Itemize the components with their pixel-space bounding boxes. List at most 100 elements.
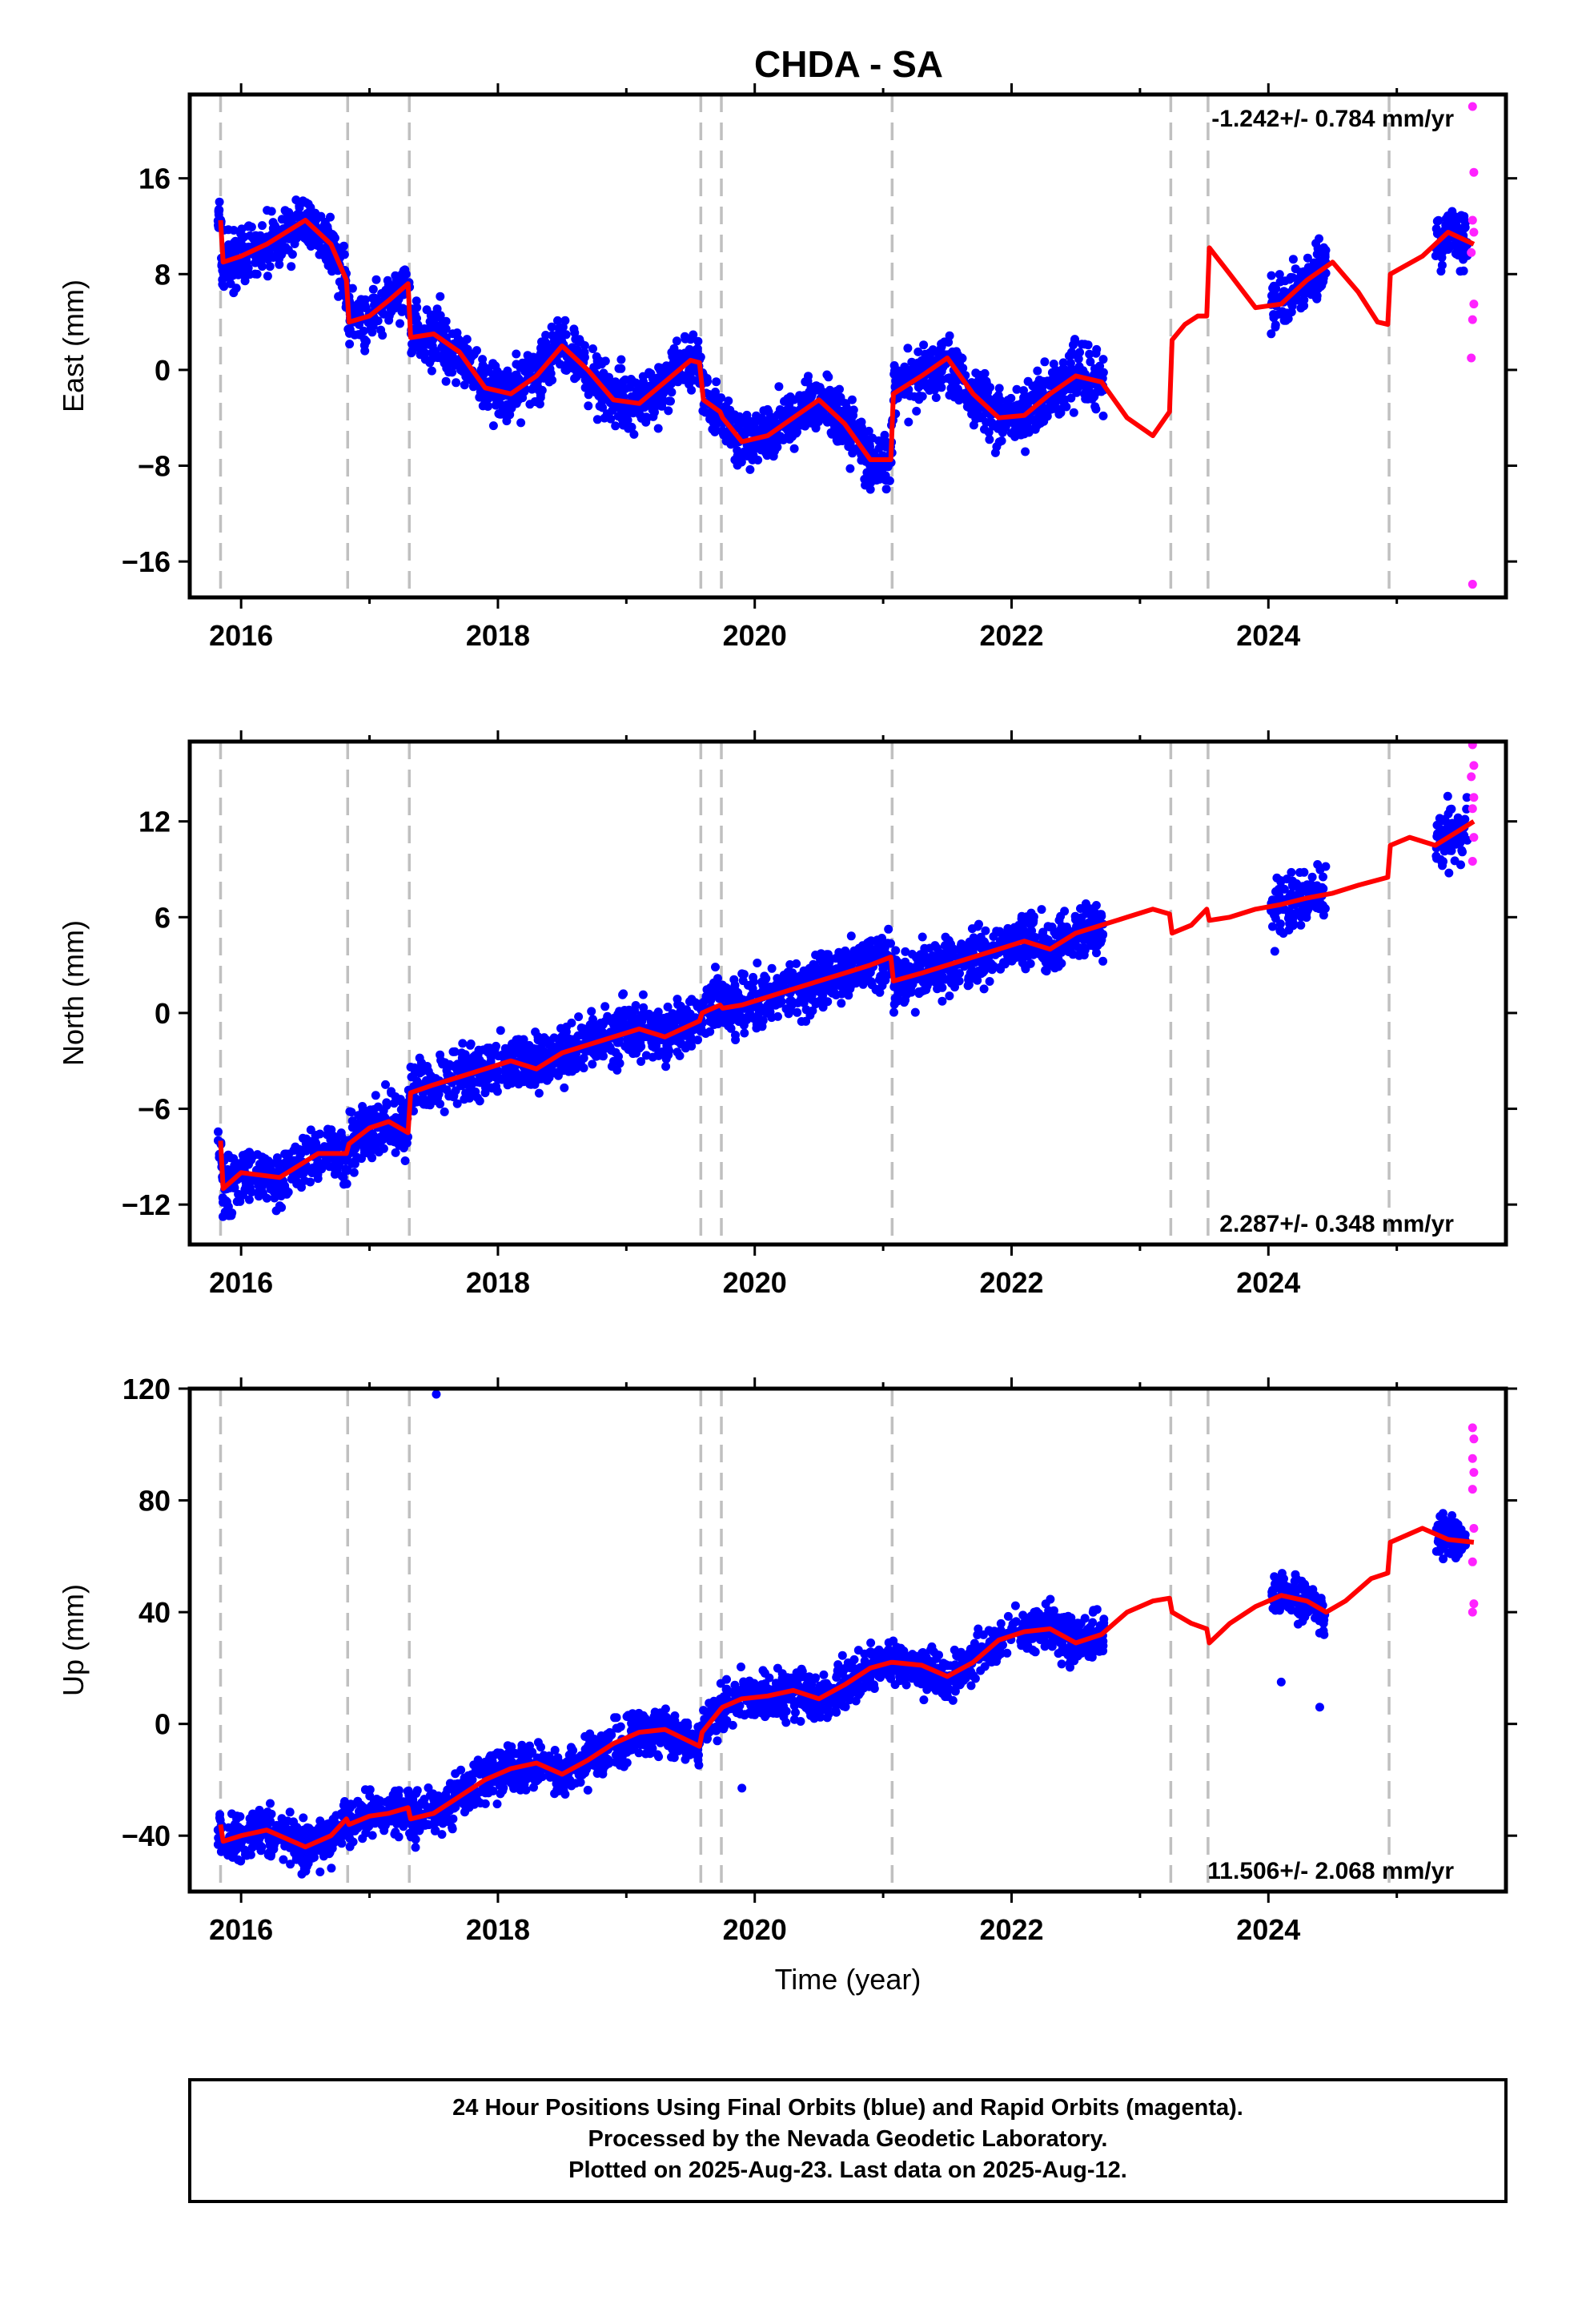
- final-orbit-point: [1020, 418, 1029, 428]
- final-orbit-point: [1098, 355, 1108, 364]
- final-orbit-point: [412, 296, 421, 306]
- final-orbit-point: [270, 1193, 279, 1203]
- final-orbit-point: [281, 243, 291, 252]
- final-orbit-point: [823, 950, 833, 959]
- final-orbit-point: [672, 336, 681, 346]
- final-orbit-point: [1091, 901, 1101, 910]
- final-orbit-point: [464, 348, 474, 358]
- final-orbit-point: [889, 999, 899, 1009]
- final-orbit-point: [503, 1080, 512, 1090]
- final-orbit-point: [994, 384, 1004, 393]
- final-orbit-point: [693, 1024, 702, 1034]
- final-orbit-point: [1006, 428, 1016, 438]
- final-orbit-point: [982, 378, 991, 388]
- final-orbit-point: [776, 432, 785, 441]
- final-orbit-point: [1303, 288, 1312, 297]
- final-orbit-point: [724, 1013, 733, 1023]
- final-orbit-point: [763, 1003, 773, 1013]
- final-orbit-point: [275, 1183, 285, 1192]
- final-orbit-point: [901, 367, 910, 376]
- final-orbit-point: [669, 344, 679, 353]
- final-orbit-point: [1002, 420, 1011, 429]
- final-orbit-point: [612, 1038, 622, 1047]
- final-orbit-point: [588, 1059, 597, 1069]
- final-orbit-point: [845, 464, 855, 473]
- final-orbit-point: [639, 1003, 648, 1012]
- final-orbit-point: [1320, 247, 1330, 256]
- final-orbit-point: [740, 426, 749, 436]
- final-orbit-point: [1050, 963, 1060, 973]
- final-orbit-point: [544, 377, 554, 387]
- final-orbit-point: [343, 324, 353, 334]
- final-orbit-point: [996, 963, 1006, 972]
- final-orbit-point: [359, 1105, 368, 1115]
- final-orbit-point: [640, 1011, 650, 1021]
- final-orbit-point: [488, 359, 498, 368]
- final-orbit-point: [240, 276, 250, 286]
- final-orbit-point: [1296, 304, 1306, 313]
- final-orbit-point: [242, 259, 251, 267]
- final-orbit-point: [452, 378, 461, 388]
- final-orbit-point: [541, 331, 551, 340]
- final-orbit-point: [387, 307, 396, 316]
- final-orbit-point: [910, 1007, 920, 1017]
- final-orbit-point: [247, 1152, 257, 1161]
- final-orbit-point: [1288, 255, 1298, 264]
- final-orbit-point: [837, 396, 846, 406]
- final-orbit-point: [945, 991, 954, 1001]
- final-orbit-point: [422, 1076, 431, 1085]
- final-orbit-point: [335, 277, 344, 287]
- final-orbit-point: [389, 1099, 399, 1108]
- final-orbit-point: [880, 943, 889, 953]
- final-orbit-point: [706, 995, 716, 1005]
- final-orbit-point: [1090, 943, 1100, 952]
- final-orbit-point: [874, 436, 883, 445]
- final-orbit-point: [368, 284, 378, 294]
- final-orbit-point: [877, 981, 887, 991]
- final-orbit-point: [969, 420, 978, 430]
- final-orbit-point: [941, 940, 950, 950]
- final-orbit-point: [438, 317, 448, 327]
- final-orbit-point: [1291, 264, 1300, 274]
- final-orbit-point: [917, 392, 927, 401]
- final-orbit-point: [1458, 214, 1468, 223]
- rapid-orbit-point: [1467, 247, 1476, 257]
- final-orbit-point: [707, 392, 717, 402]
- final-orbit-point: [379, 1144, 388, 1153]
- final-orbit-point: [1042, 967, 1051, 976]
- final-orbit-point: [683, 1030, 693, 1039]
- rapid-orbit-point: [1469, 167, 1479, 177]
- final-orbit-point: [754, 1010, 763, 1019]
- final-orbit-point: [1041, 936, 1050, 946]
- final-orbit-point: [243, 1185, 252, 1195]
- final-orbit-point: [1047, 375, 1057, 384]
- final-orbit-point: [1038, 408, 1048, 417]
- final-orbit-point: [1039, 416, 1049, 426]
- final-orbit-point: [531, 1027, 540, 1037]
- final-orbit-point: [353, 1140, 363, 1150]
- final-orbit-point: [296, 1149, 306, 1159]
- final-orbit-point: [620, 384, 630, 393]
- final-orbit-point: [595, 391, 604, 400]
- final-orbit-point: [487, 1052, 496, 1062]
- final-orbit-point: [272, 1153, 282, 1163]
- final-orbit-point: [219, 1197, 227, 1207]
- final-orbit-point: [442, 1066, 452, 1076]
- final-orbit-point: [766, 412, 776, 422]
- final-orbit-point: [954, 396, 964, 405]
- final-orbit-point: [930, 941, 940, 951]
- final-orbit-point: [620, 411, 629, 420]
- final-orbit-point: [266, 1184, 275, 1194]
- final-orbit-point: [299, 1176, 309, 1185]
- final-orbit-point: [889, 1007, 898, 1017]
- final-orbit-point: [818, 1003, 828, 1012]
- final-orbit-point: [861, 953, 870, 963]
- final-orbit-point: [873, 935, 883, 945]
- final-orbit-point: [571, 366, 580, 376]
- final-orbit-point: [1454, 251, 1463, 260]
- x-tick-label: 2024: [1236, 619, 1300, 652]
- final-orbit-point: [822, 370, 832, 380]
- final-orbit-point: [263, 1156, 273, 1166]
- final-orbit-point: [1029, 916, 1038, 925]
- final-orbit-point: [361, 304, 371, 313]
